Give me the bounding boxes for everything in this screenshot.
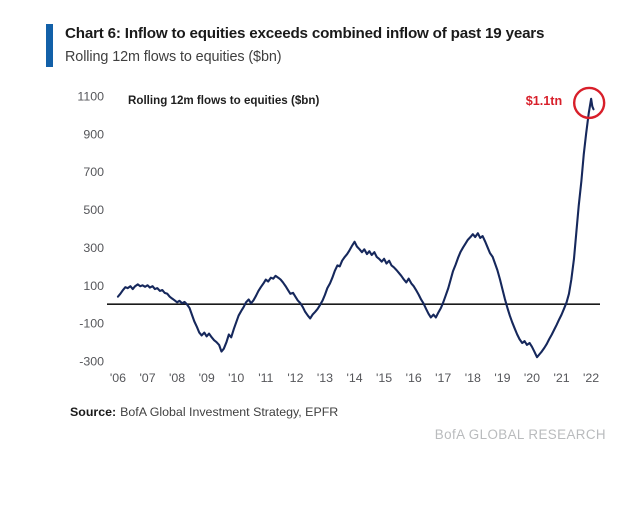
x-tick-label: '11: [258, 371, 273, 385]
page-title: Chart 6: Inflow to equities exceeds comb…: [65, 25, 545, 42]
data-series-line: [116, 97, 595, 359]
y-tick-label: 300: [83, 241, 104, 255]
x-tick-label: '20: [524, 371, 540, 385]
accent-bar: [46, 24, 53, 67]
peak-callout-label: $1.1tn: [526, 94, 562, 108]
x-tick-label: '09: [199, 371, 215, 385]
x-tick-label: '16: [406, 371, 422, 385]
header-text-block: Chart 6: Inflow to equities exceeds comb…: [65, 24, 544, 67]
x-tick-label: '06: [110, 371, 126, 385]
chart-header: Chart 6: Inflow to equities exceeds comb…: [46, 24, 606, 67]
x-tick-label: '21: [553, 371, 569, 385]
source-note: Source: BofA Global Investment Strategy, …: [70, 405, 338, 419]
y-tick-label: 900: [83, 127, 104, 141]
y-tick-label: 100: [83, 279, 104, 293]
plot-area: 1100 900 700 500 300 100 -100 -300 '06 '07 '08 '09…: [0, 80, 624, 392]
x-tick-label: '22: [583, 371, 599, 385]
x-tick-label: '17: [435, 371, 451, 385]
x-tick-label: '10: [228, 371, 244, 385]
y-tick-label: 1100: [77, 90, 104, 104]
x-tick-label: '19: [494, 371, 510, 385]
line-chart: 1100 900 700 500 300 100 -100 -300 '06 '07 '08 '09…: [77, 86, 606, 385]
x-axis-tick-labels: '06 '07 '08 '09 '10 '11 '12 '13 '14 '15 '16 '17 '18 '…: [110, 371, 599, 385]
y-tick-label: -100: [79, 317, 104, 331]
page-subtitle: Rolling 12m flows to equities ($bn): [65, 48, 282, 65]
chart-legend-label: Rolling 12m flows to equities ($bn): [128, 94, 319, 107]
watermark: BofA GLOBAL RESEARCH: [434, 427, 606, 442]
y-tick-label: 500: [83, 203, 104, 217]
y-tick-label: 700: [83, 165, 104, 179]
x-tick-label: '14: [346, 371, 362, 385]
x-tick-label: '07: [139, 371, 155, 385]
source-label: Source:: [70, 405, 117, 419]
x-tick-label: '12: [287, 371, 303, 385]
x-tick-label: '15: [376, 371, 392, 385]
peak-callout-circle: [572, 86, 606, 120]
x-tick-label: '13: [317, 371, 333, 385]
y-tick-label: -300: [79, 355, 104, 369]
x-tick-label: '18: [465, 371, 481, 385]
x-tick-label: '08: [169, 371, 185, 385]
source-value: BofA Global Investment Strategy, EPFR: [120, 405, 339, 419]
y-axis-tick-labels: 1100 900 700 500 300 100 -100 -300: [77, 90, 104, 369]
